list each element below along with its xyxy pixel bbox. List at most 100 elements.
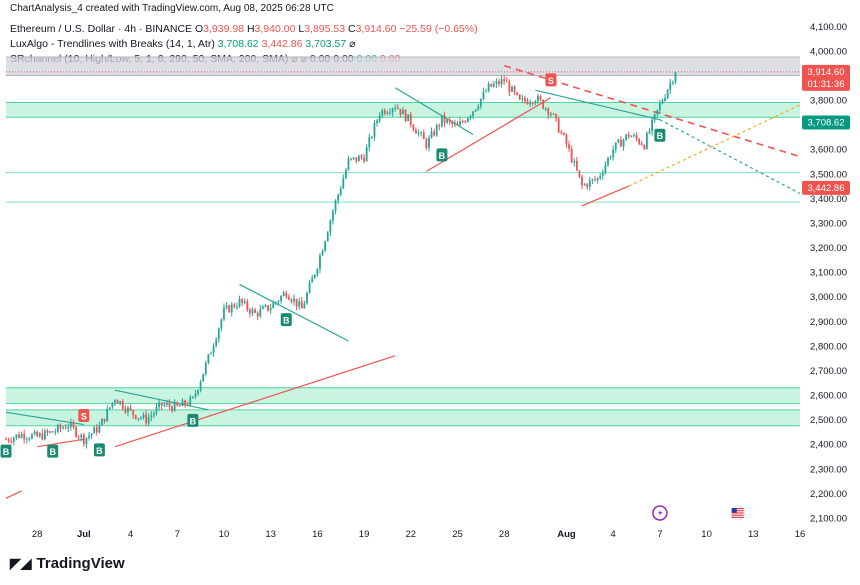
candle-body bbox=[552, 113, 555, 115]
candle-body bbox=[601, 172, 604, 176]
candle-body bbox=[389, 112, 391, 114]
x-tick-label: 19 bbox=[359, 529, 370, 540]
candle-body bbox=[368, 137, 371, 148]
candle-body bbox=[505, 81, 508, 83]
candle-body bbox=[127, 407, 129, 413]
candle-body bbox=[36, 431, 39, 437]
x-tick-label: 22 bbox=[405, 529, 416, 540]
luxalgo-upper-tag bbox=[802, 115, 850, 130]
candle-body bbox=[38, 433, 41, 437]
candle-body bbox=[124, 408, 127, 413]
candle-body bbox=[472, 111, 474, 117]
y-tick-label: 2,800.00 bbox=[810, 341, 847, 352]
candle-body bbox=[399, 108, 402, 115]
candle-body bbox=[49, 431, 52, 433]
candle-body bbox=[178, 405, 181, 407]
candle-body bbox=[627, 134, 630, 137]
candle-body bbox=[560, 132, 563, 134]
candle-body bbox=[664, 97, 666, 101]
luxalgo-upper-tag-text: 3,708.62 bbox=[808, 118, 845, 129]
tradingview-logo[interactable]: ◤◢ TradingView bbox=[10, 555, 125, 572]
candles bbox=[5, 71, 677, 449]
candle-body bbox=[236, 306, 238, 308]
y-tick-label: 2,900.00 bbox=[810, 317, 847, 328]
candle-body bbox=[578, 170, 581, 177]
current-price-tag-text: 3,914.60 bbox=[808, 67, 845, 78]
candle-body bbox=[378, 115, 381, 121]
y-tick-label: 3,500.00 bbox=[810, 169, 847, 180]
candle-body bbox=[287, 296, 290, 300]
signal-label: B bbox=[49, 447, 56, 457]
candle-body bbox=[391, 108, 394, 113]
candle-body bbox=[145, 414, 148, 424]
candle-body bbox=[625, 134, 628, 140]
candle-body bbox=[186, 404, 189, 406]
candle-body bbox=[347, 158, 350, 170]
candle-body bbox=[604, 164, 607, 173]
candle-body bbox=[544, 108, 547, 110]
resistance-zone bbox=[6, 57, 800, 76]
candle-body bbox=[446, 119, 449, 123]
candle-body bbox=[254, 309, 257, 313]
y-axis[interactable]: 2,100.00 2,200.00 2,300.00 2,400.00 2,500.00… bbox=[810, 22, 847, 525]
signal-label: B bbox=[657, 131, 664, 141]
candle-body bbox=[212, 346, 215, 354]
candle-body bbox=[355, 157, 358, 162]
candle-body bbox=[363, 157, 365, 162]
candle-body bbox=[415, 129, 417, 134]
candle-body bbox=[456, 123, 459, 126]
candle-body bbox=[521, 98, 524, 100]
sell-signal bbox=[545, 73, 557, 87]
candle-body bbox=[72, 422, 75, 428]
candle-body bbox=[324, 241, 327, 251]
x-axis[interactable]: 28 Jul 4 7 10 13 16 19 22 25 28 Aug 4 7 10 13 16 bbox=[32, 529, 805, 540]
candle-body bbox=[282, 292, 285, 297]
candle-body bbox=[249, 309, 251, 314]
candle-body bbox=[376, 120, 378, 124]
candle-body bbox=[111, 402, 114, 408]
low-value: 3,895.53 bbox=[304, 23, 346, 35]
trendline bbox=[37, 438, 84, 448]
close-value: 3,914.60 bbox=[355, 23, 397, 35]
candle-body bbox=[191, 396, 194, 398]
candle-body bbox=[168, 403, 171, 407]
luxalgo-value-third: 3,703.57 bbox=[305, 38, 347, 50]
signal-label: B bbox=[3, 447, 10, 457]
candle-body bbox=[269, 308, 272, 311]
candle-body bbox=[277, 301, 280, 303]
candle-body bbox=[313, 274, 316, 278]
candle-body bbox=[64, 427, 67, 429]
candle-body bbox=[583, 184, 586, 186]
candle-body bbox=[119, 401, 122, 404]
candle-body bbox=[617, 139, 620, 143]
candle-body bbox=[54, 431, 57, 433]
current-price-tag-text: 01:31:36 bbox=[808, 79, 845, 90]
candle-body bbox=[448, 119, 451, 122]
candle-body bbox=[570, 148, 573, 163]
symbol-name[interactable]: Ethereum / U.S. Dollar · 4h · BINANCE bbox=[10, 23, 193, 35]
candle-body bbox=[339, 188, 342, 195]
trendline bbox=[581, 185, 629, 207]
eye-slash-icon[interactable]: ⌀ bbox=[349, 38, 356, 50]
signals: B B S B B B B S B bbox=[0, 73, 666, 458]
candle-body bbox=[142, 414, 145, 418]
x-tick-label: 4 bbox=[128, 529, 133, 540]
luxalgo-name[interactable]: LuxAlgo - Trendlines with Breaks (14, 1,… bbox=[10, 38, 215, 50]
candle-body bbox=[537, 96, 539, 102]
candle-body bbox=[12, 437, 15, 442]
candle-body bbox=[407, 114, 410, 122]
event-icons bbox=[652, 505, 746, 521]
x-tick-label: 16 bbox=[312, 529, 323, 540]
candle-body bbox=[396, 107, 399, 109]
candle-body bbox=[5, 439, 7, 441]
candle-body bbox=[308, 282, 311, 293]
y-tick-label: 2,100.00 bbox=[810, 514, 847, 525]
candle-body bbox=[77, 436, 80, 438]
candle-body bbox=[412, 124, 415, 130]
candle-body bbox=[547, 108, 550, 115]
luxalgo-lower-tag-text: 3,442.86 bbox=[808, 183, 845, 194]
candle-body bbox=[591, 179, 594, 181]
signal-label: B bbox=[283, 316, 290, 326]
candle-body bbox=[267, 305, 269, 311]
